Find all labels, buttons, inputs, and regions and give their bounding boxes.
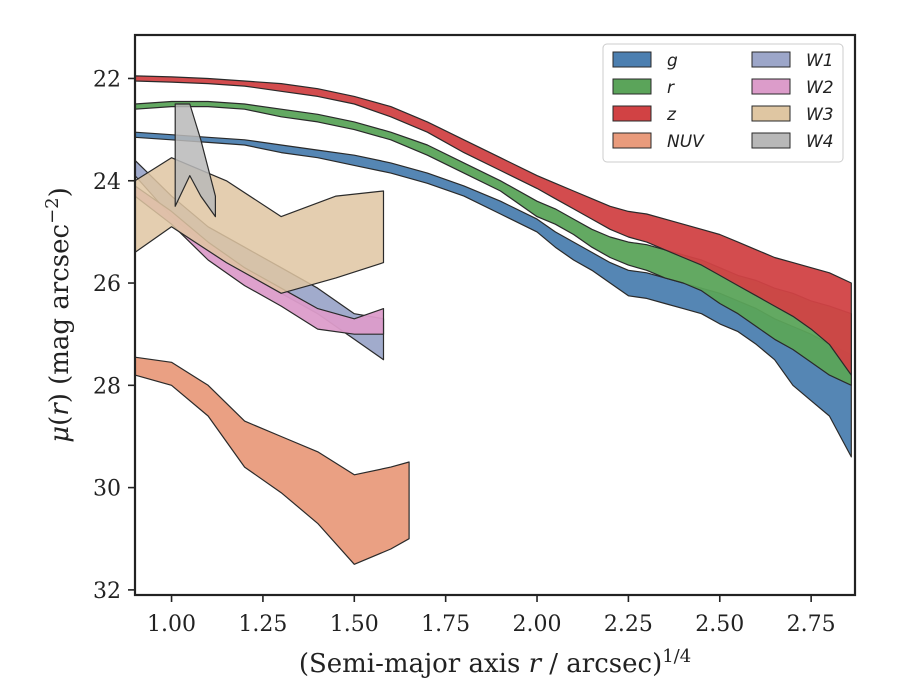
y-axis-label: μ(r) (mag arcsec−2) — [42, 187, 76, 443]
x-tick-label: 1.75 — [421, 612, 470, 637]
legend-label-w3: W3 — [806, 105, 834, 125]
y-tick-label: 26 — [93, 272, 121, 297]
plot-frame — [133, 33, 857, 597]
legend: grz NUV W1 W2 W3 W4 — [602, 43, 844, 163]
legend-swatch-w4 — [751, 132, 791, 149]
band-r — [134, 100, 852, 386]
band-layer — [134, 75, 852, 565]
legend-label-w2: W2 — [806, 78, 834, 98]
legend-swatch-nuv — [612, 132, 652, 149]
band-w4 — [174, 103, 216, 218]
y-axis: 22 24 26 28 30 32 — [93, 67, 135, 604]
legend-label-g: g — [667, 51, 678, 71]
legend-label-r: r — [667, 78, 675, 98]
x-tick-label: 1.50 — [330, 612, 379, 637]
x-axis: 1.00 1.25 1.50 1.75 2.00 2.25 2.50 2.75 — [147, 595, 836, 637]
legend-swatch-w1 — [751, 51, 791, 68]
x-tick-label: 2.75 — [787, 612, 836, 637]
y-tick-label: 24 — [93, 170, 121, 195]
x-tick-label: 2.00 — [513, 612, 562, 637]
x-tick-label: 1.00 — [147, 612, 196, 637]
legend-label-z: z — [666, 105, 677, 125]
legend-swatch-r — [612, 78, 652, 95]
legend-swatch-g — [612, 51, 652, 68]
y-tick-label: 32 — [93, 579, 121, 604]
y-tick-label: 22 — [93, 67, 121, 92]
band-w3 — [134, 157, 385, 294]
legend-swatch-w2 — [751, 78, 791, 95]
legend-label-nuv: NUV — [667, 132, 705, 152]
band-z — [134, 75, 852, 376]
y-tick-label: 28 — [93, 374, 121, 399]
legend-swatch-w3 — [751, 105, 791, 122]
band-nuv — [134, 356, 410, 565]
x-tick-label: 2.50 — [695, 612, 744, 637]
legend-swatch-z — [612, 105, 652, 122]
legend-label-w4: W4 — [806, 132, 834, 152]
y-tick-label: 30 — [93, 477, 121, 502]
x-axis-label: (Semi-major axis r / arcsec)1/4 — [299, 646, 691, 680]
legend-label-w1: W1 — [806, 51, 834, 71]
x-tick-label: 2.25 — [604, 612, 653, 637]
x-tick-label: 1.25 — [238, 612, 287, 637]
